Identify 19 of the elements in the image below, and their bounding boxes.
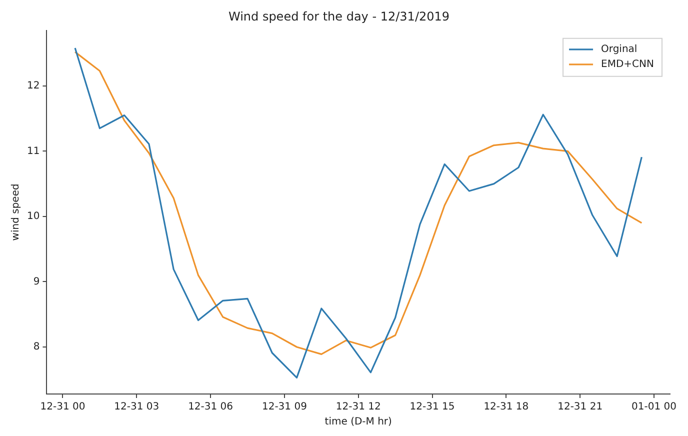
x-tick-label: 12-31 09 bbox=[262, 402, 307, 413]
x-tick-label: 12-31 21 bbox=[558, 402, 603, 413]
legend-label: Orginal bbox=[601, 44, 638, 55]
x-axis-title: time (D-M hr) bbox=[324, 416, 392, 428]
x-tick-label: 12-31 06 bbox=[188, 402, 234, 413]
y-axis-title: wind speed bbox=[10, 184, 22, 241]
x-tick-label: 12-31 15 bbox=[410, 402, 455, 413]
x-tick-label: 12-31 03 bbox=[114, 402, 160, 413]
y-tick-label: 8 bbox=[33, 342, 40, 353]
x-tick-label: 01-01 00 bbox=[632, 402, 676, 413]
y-tick-label: 10 bbox=[26, 211, 40, 222]
y-tick-label: 9 bbox=[33, 276, 40, 288]
chart-title: Wind speed for the day - 12/31/2019 bbox=[228, 9, 450, 24]
y-tick-label: 11 bbox=[26, 146, 40, 157]
x-tick-label: 12-31 18 bbox=[484, 402, 529, 413]
legend-label: EMD+CNN bbox=[601, 58, 654, 70]
x-tick-label: 12-31 00 bbox=[40, 402, 86, 413]
x-tick-label: 12-31 12 bbox=[336, 402, 381, 413]
y-tick-label: 12 bbox=[26, 80, 40, 92]
